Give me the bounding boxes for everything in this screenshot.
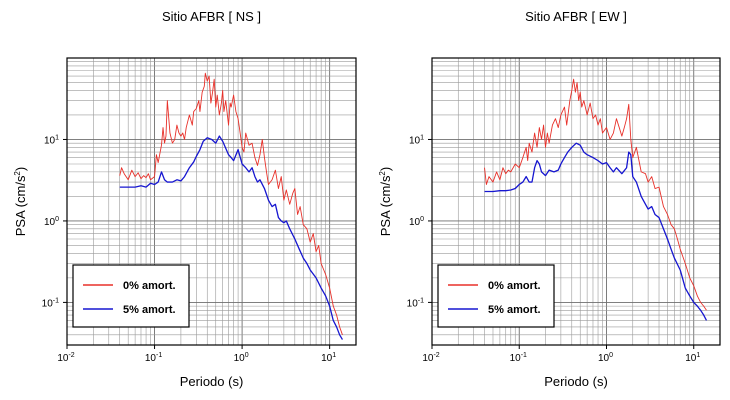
x-tick-exponent: -1 — [156, 352, 162, 359]
chart-title: Sitio AFBR [ EW ] — [525, 9, 627, 24]
legend-label: 0% amort. — [488, 280, 541, 292]
x-tick-base: 10 — [321, 353, 333, 364]
y-axis-label-close: ) — [13, 167, 28, 171]
y-tick-base: 10 — [42, 298, 54, 309]
legend-label: 5% amort. — [123, 304, 176, 316]
y-grid — [67, 61, 356, 336]
y-axis-label: PSA (cm/s2) — [13, 167, 28, 236]
y-tick-label: 100 — [44, 216, 59, 228]
chart-title: Sitio AFBR [ NS ] — [162, 9, 261, 24]
x-axis-label: Periodo (s) — [544, 374, 608, 389]
x-tick-exponent: 1 — [332, 352, 336, 359]
series-line-0-damping — [484, 78, 707, 311]
x-tick-exponent: 0 — [609, 352, 613, 359]
y-tick-exponent: 0 — [420, 216, 424, 223]
x-tick-label: 101 — [685, 352, 700, 364]
y-tick-label: 10-1 — [42, 297, 59, 309]
x-tick-label: 10-1 — [145, 352, 162, 364]
x-tick-exponent: -2 — [68, 352, 74, 359]
series-line-5-damping — [119, 135, 343, 340]
x-tick-exponent: -2 — [433, 352, 439, 359]
x-tick-base: 10 — [685, 353, 697, 364]
series-line-0-damping — [119, 72, 343, 335]
x-tick-base: 10 — [510, 353, 522, 364]
y-tick-base: 10 — [44, 135, 56, 146]
y-tick-exponent: 1 — [55, 134, 59, 141]
y-axis-label: PSA (cm/s2) — [378, 167, 393, 236]
x-tick-label: 101 — [321, 352, 336, 364]
y-tick-base: 10 — [409, 135, 421, 146]
series-group — [119, 72, 343, 340]
x-tick-base: 10 — [598, 353, 610, 364]
x-tick-exponent: 0 — [245, 352, 249, 359]
x-tick-label: 100 — [234, 352, 249, 364]
x-tick-base: 10 — [145, 353, 157, 364]
y-tick-label: 101 — [409, 134, 424, 146]
y-tick-base: 10 — [44, 217, 56, 228]
x-tick-exponent: 1 — [696, 352, 700, 359]
x-axis-label: Periodo (s) — [180, 374, 244, 389]
y-axis-label-exponent: 2 — [13, 171, 22, 176]
series-line-5-damping — [484, 142, 708, 321]
y-axis-label-close: ) — [378, 167, 393, 171]
legend-box — [437, 264, 555, 328]
y-tick-label: 100 — [409, 216, 424, 228]
legend-label: 0% amort. — [123, 280, 176, 292]
y-tick-base: 10 — [407, 298, 419, 309]
x-tick-base: 10 — [234, 353, 246, 364]
x-tick-label: 10-2 — [57, 352, 74, 364]
y-axis-label-exponent: 2 — [378, 171, 387, 176]
legend-label: 5% amort. — [488, 304, 541, 316]
x-tick-base: 10 — [422, 353, 434, 364]
y-tick-base: 10 — [409, 217, 421, 228]
plot-frame — [431, 57, 721, 346]
legend: 0% amort. 5% amort. — [437, 264, 555, 328]
x-tick-label: 10-2 — [422, 352, 439, 364]
y-axis-label-main: PSA (cm/s — [378, 175, 393, 236]
plot-frame — [66, 57, 357, 346]
y-tick-label: 10-1 — [407, 297, 424, 309]
x-tick-label: 100 — [598, 352, 613, 364]
series-group — [484, 78, 708, 321]
y-tick-exponent: 1 — [420, 134, 424, 141]
legend-box — [72, 264, 190, 328]
x-tick-label: 10-1 — [510, 352, 527, 364]
y-grid — [432, 61, 720, 336]
y-tick-label: 101 — [44, 134, 59, 146]
x-tick-exponent: -1 — [521, 352, 527, 359]
x-tick-base: 10 — [57, 353, 69, 364]
y-axis-label-main: PSA (cm/s — [13, 175, 28, 236]
y-tick-exponent: -1 — [53, 297, 59, 304]
y-tick-exponent: -1 — [418, 297, 424, 304]
y-tick-exponent: 0 — [55, 216, 59, 223]
legend: 0% amort. 5% amort. — [72, 264, 190, 328]
